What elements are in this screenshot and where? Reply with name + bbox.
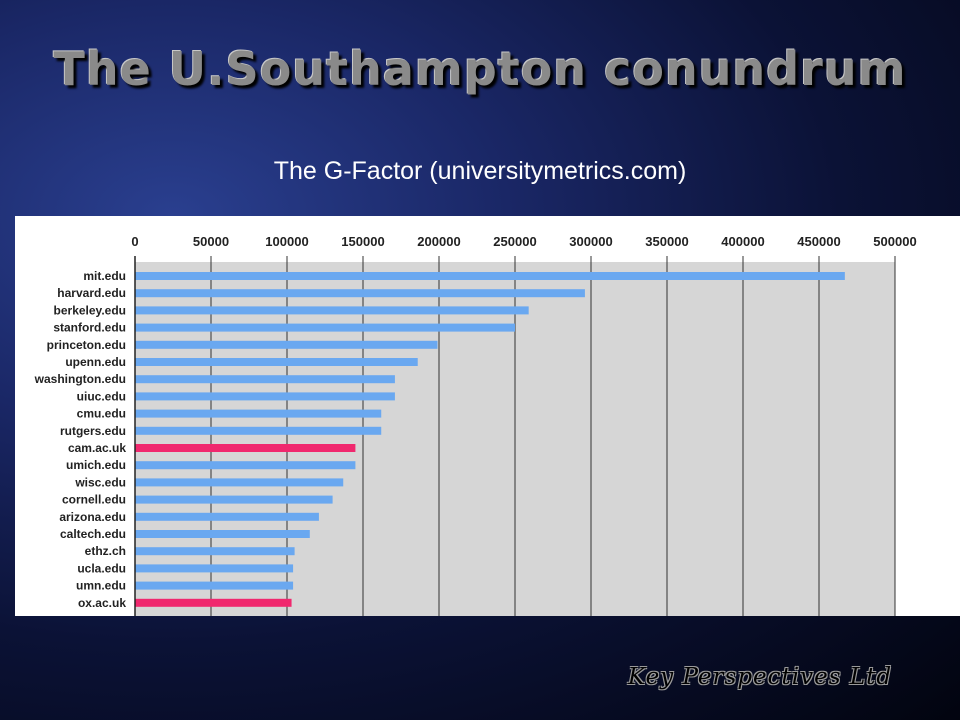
chart-panel: 0 50000 100000 150000 200000 250000 300000 3500… — [15, 216, 960, 616]
bar — [135, 375, 395, 384]
bar — [135, 530, 310, 538]
bar-chart: 0 50000 100000 150000 200000 250000 300000 3500… — [34, 234, 917, 616]
x-tick-label: 50000 — [193, 234, 229, 249]
slide-title: The U.Southampton conundrum — [53, 42, 907, 96]
bar — [135, 358, 418, 366]
bar — [135, 289, 585, 298]
x-tick-label: 450000 — [797, 234, 840, 249]
category-label: uiuc.edu — [77, 389, 126, 403]
footer-brand: Key Perspectives Ltd — [628, 664, 893, 690]
category-label: ox.ac.uk — [78, 596, 126, 610]
x-tick-label: 300000 — [569, 234, 612, 249]
x-tick-label: 150000 — [341, 234, 384, 249]
category-label: umich.edu — [66, 458, 126, 472]
x-tick-label: 200000 — [417, 234, 460, 249]
category-label: berkeley.edu — [54, 303, 126, 317]
category-label: cam.ac.uk — [68, 441, 126, 455]
category-label: rutgers.edu — [60, 424, 126, 438]
category-label: princeton.edu — [47, 338, 126, 352]
x-tick-label: 250000 — [493, 234, 536, 249]
bar — [135, 478, 344, 487]
category-label: arizona.edu — [59, 510, 126, 524]
bar — [135, 306, 529, 315]
x-tick-label: 350000 — [645, 234, 688, 249]
bar — [135, 409, 382, 418]
category-label: washington.edu — [34, 372, 126, 386]
bar — [135, 461, 356, 470]
category-label: upenn.edu — [65, 355, 126, 369]
bar — [135, 323, 515, 332]
category-label: umn.edu — [76, 579, 126, 593]
bar — [135, 272, 845, 280]
bar — [135, 564, 294, 573]
category-label: stanford.edu — [53, 321, 126, 335]
category-label: ethz.ch — [85, 544, 126, 558]
bar — [135, 581, 294, 590]
bar — [135, 512, 319, 521]
bar — [135, 598, 292, 607]
category-label: ucla.edu — [77, 561, 126, 575]
category-label: cornell.edu — [62, 493, 126, 507]
category-label: mit.edu — [83, 269, 126, 283]
category-label: caltech.edu — [60, 527, 126, 541]
category-label: harvard.edu — [57, 286, 126, 300]
x-tick-label: 400000 — [721, 234, 764, 249]
x-tick-label: 100000 — [265, 234, 308, 249]
bar — [135, 426, 382, 435]
bar — [135, 547, 295, 556]
bar — [135, 444, 356, 452]
bar — [135, 392, 395, 401]
bar — [135, 340, 438, 349]
category-label: wisc.edu — [74, 475, 126, 489]
category-label: cmu.edu — [77, 407, 126, 421]
x-tick-label: 0 — [131, 234, 138, 249]
chart-subtitle: The G-Factor (universitymetrics.com) — [273, 157, 687, 185]
x-tick-label: 500000 — [873, 234, 916, 249]
bar — [135, 495, 333, 504]
